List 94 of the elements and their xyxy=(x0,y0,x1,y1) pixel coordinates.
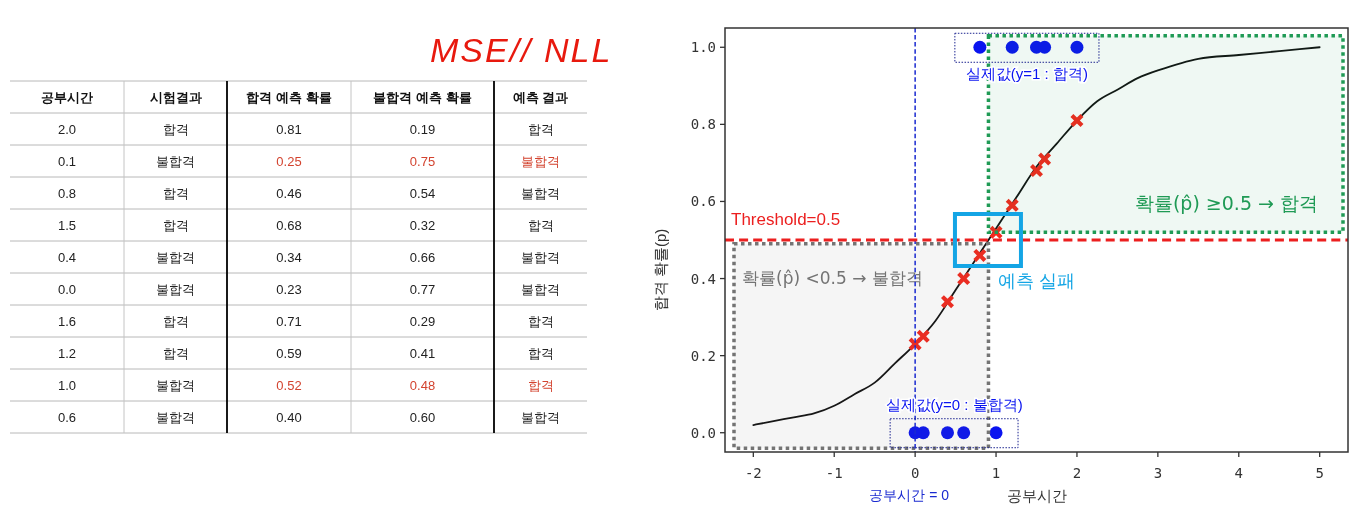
point xyxy=(973,248,987,262)
series-label: 실제값(y=0 : 불합격) xyxy=(885,395,1023,413)
text: 0.6 xyxy=(57,410,77,425)
text: 합격 xyxy=(527,122,554,137)
text: 합격 xyxy=(162,186,189,201)
text: 불합격 xyxy=(521,282,560,297)
text: 2.0 xyxy=(57,122,77,137)
text: 합격 xyxy=(527,218,554,233)
text: 합격 xyxy=(527,314,554,329)
point xyxy=(941,426,954,440)
text: 불합격 xyxy=(521,250,560,265)
text: 0.23 xyxy=(276,282,302,297)
y-tick-label: 0.2 xyxy=(690,347,716,364)
point xyxy=(1005,198,1019,212)
y-tick-label: 0.8 xyxy=(690,116,716,133)
text: 0.75 xyxy=(409,154,436,169)
x-axis-title: 공부시간 xyxy=(1006,487,1067,504)
category-label: 합격 예측 확률 xyxy=(246,90,332,105)
text: 불합격 xyxy=(156,250,195,265)
point xyxy=(1038,152,1052,166)
y-tick-label: 0.0 xyxy=(690,424,716,441)
point xyxy=(1070,40,1084,54)
y-axis-title: 합격 확률(p) xyxy=(652,228,669,312)
x-tick-label: -1 xyxy=(825,465,843,481)
text: 1.6 xyxy=(57,314,77,329)
point xyxy=(973,40,987,54)
category-label: 불합격 예측 확률 xyxy=(373,90,472,105)
text: 합격 xyxy=(162,346,189,361)
annotation: 예측 실패 xyxy=(997,271,1075,291)
text: 합격 xyxy=(527,378,554,393)
text: 불합격 xyxy=(156,154,195,169)
text: 불합격 xyxy=(521,154,560,169)
text: 0.29 xyxy=(409,314,436,329)
text: 1.0 xyxy=(57,378,77,393)
series-label: 실제값(y=1 : 합격) xyxy=(965,65,1088,83)
category-label: 시험결과 xyxy=(149,90,202,105)
point xyxy=(957,426,971,440)
text: 0.66 xyxy=(409,250,436,265)
point xyxy=(1005,40,1019,54)
x-tick-label: 5 xyxy=(1315,465,1324,481)
text: 0.68 xyxy=(276,218,302,233)
text: 0.81 xyxy=(276,122,302,137)
text: 불합격 xyxy=(156,410,195,425)
y-tick-label: 0.4 xyxy=(690,270,716,287)
text: 0.71 xyxy=(276,314,302,329)
point xyxy=(1070,114,1084,128)
text: 0.40 xyxy=(276,410,302,425)
text: 0.41 xyxy=(409,346,436,361)
text: 합격 xyxy=(162,314,189,329)
point xyxy=(1030,164,1043,178)
text: 0.4 xyxy=(57,250,77,265)
ref-line-label: 공부시간 = 0 xyxy=(869,487,950,503)
x-tick-label: 0 xyxy=(910,465,920,481)
text: 불합격 xyxy=(521,410,560,425)
text: 1.5 xyxy=(57,218,77,233)
point xyxy=(1038,40,1052,54)
text: 합격 xyxy=(527,346,554,361)
text: 불합격 xyxy=(521,186,560,201)
text: 0.52 xyxy=(276,378,302,393)
category-label: 예측 결과 xyxy=(512,90,569,105)
text: 1.2 xyxy=(57,346,77,361)
text: 합격 xyxy=(162,218,189,233)
text: 0.19 xyxy=(409,122,436,137)
text: MSE// NLL xyxy=(430,31,613,69)
point xyxy=(941,295,954,309)
text: 0.34 xyxy=(276,250,302,265)
text: 불합격 xyxy=(156,282,195,297)
text: 0.46 xyxy=(276,186,302,201)
text: 0.60 xyxy=(409,410,436,425)
band-label: 확률(p̂) <0.5 → 불합격 xyxy=(742,267,923,288)
text: 0.1 xyxy=(57,154,77,169)
category-label: 공부시간 xyxy=(41,90,93,105)
text: 합격 xyxy=(162,122,189,137)
text: 0.8 xyxy=(57,186,77,201)
point xyxy=(989,225,1003,239)
x-tick-label: 2 xyxy=(1072,465,1082,481)
ref-line-label: Threshold=0.5 xyxy=(731,210,841,229)
band-label: 확률(p̂) ≥0.5 → 합격 xyxy=(1134,192,1318,215)
text: 0.77 xyxy=(409,282,436,297)
text: 0.32 xyxy=(409,218,436,233)
text: 0.54 xyxy=(409,186,436,201)
text: 0.59 xyxy=(276,346,302,361)
text: 불합격 xyxy=(156,378,195,393)
x-tick-label: 4 xyxy=(1234,465,1243,481)
point xyxy=(957,272,971,286)
y-tick-label: 1.0 xyxy=(690,39,716,56)
text: 0.0 xyxy=(57,282,77,297)
x-tick-label: 1 xyxy=(991,465,1001,481)
text: 0.48 xyxy=(409,378,436,393)
x-tick-label: -2 xyxy=(744,465,762,481)
y-tick-label: 0.6 xyxy=(690,193,716,210)
point xyxy=(989,426,1003,440)
text: 0.25 xyxy=(276,154,302,169)
x-tick-label: 3 xyxy=(1153,465,1163,481)
